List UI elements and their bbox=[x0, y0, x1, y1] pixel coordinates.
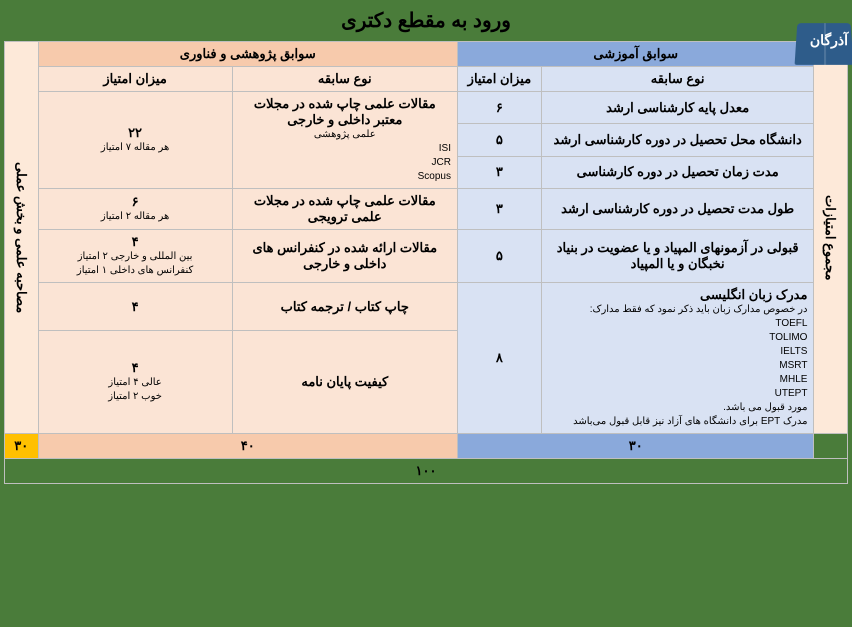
scoring-table: مجموع امتیازات سوابق آموزشی سوابق پژوهشی… bbox=[4, 41, 848, 484]
page-container: آذرگان ورود به مقطع دکتری مجموع امتیازات… bbox=[0, 0, 852, 627]
res-row1-sub2: ISI bbox=[239, 142, 451, 156]
res-row5-type: کیفیت پایان نامه bbox=[232, 331, 457, 434]
edu-col-score: میزان امتیاز bbox=[457, 67, 541, 92]
res-row3-score-sub2: کنفرانس های داخلی ۱ امتیاز bbox=[45, 264, 226, 278]
edu-col-type: نوع سابقه bbox=[541, 67, 814, 92]
edu-header: سوابق آموزشی bbox=[457, 42, 813, 67]
edu-lang-item: TOLIMO bbox=[548, 331, 808, 345]
res-row4-type: چاپ کتاب / ترجمه کتاب bbox=[232, 283, 457, 331]
edu-row-type: مدت زمان تحصیل در دوره کارشناسی bbox=[541, 156, 814, 188]
res-col-type: نوع سابقه bbox=[232, 67, 457, 92]
res-row1-sub1: علمی پژوهشی bbox=[239, 128, 451, 142]
res-row1-sub3: JCR bbox=[239, 156, 451, 170]
edu-lang-note3: مدرک EPT برای دانشگاه های آزاد نیز قابل … bbox=[548, 415, 808, 429]
res-row1-score-sub: هر مقاله ۷ امتیاز bbox=[45, 141, 226, 155]
res-row1-score-val: ۲۲ bbox=[45, 125, 226, 141]
logo: آذرگان bbox=[780, 22, 852, 80]
edu-row-score: ۵ bbox=[457, 230, 541, 283]
edu-row-score: ۶ bbox=[457, 92, 541, 124]
page-title: ورود به مقطع دکتری bbox=[4, 4, 848, 41]
res-row5-score-val: ۴ bbox=[45, 360, 226, 376]
edu-row-score: ۳ bbox=[457, 156, 541, 188]
logo-text: آذرگان bbox=[810, 32, 848, 49]
spacer-right bbox=[814, 434, 848, 459]
res-row1-score: ۲۲ هر مقاله ۷ امتیاز bbox=[38, 92, 232, 189]
side-label-total: مجموع امتیازات bbox=[814, 42, 848, 434]
edu-lang-item: TOEFL bbox=[548, 317, 808, 331]
edu-lang-item: MSRT bbox=[548, 359, 808, 373]
edu-lang-item: IELTS bbox=[548, 345, 808, 359]
res-row2-score: ۶ هر مقاله ۲ امتیاز bbox=[38, 189, 232, 230]
res-row3-score-sub1: بین المللی و خارجی ۲ امتیاز bbox=[45, 250, 226, 264]
res-total: ۴۰ bbox=[38, 434, 457, 459]
res-row3-score: ۴ بین المللی و خارجی ۲ امتیاز کنفرانس ها… bbox=[38, 230, 232, 283]
res-row5-score: ۴ عالی ۴ امتیاز خوب ۲ امتیاز bbox=[38, 331, 232, 434]
res-row1-sub4: Scopus bbox=[239, 170, 451, 184]
edu-lang-title: مدرک زبان انگلیسی bbox=[548, 287, 808, 303]
edu-row-type: قبولی در آزمونهای المپیاد و یا عضویت در … bbox=[541, 230, 814, 283]
res-row5-score-sub2: خوب ۲ امتیاز bbox=[45, 390, 226, 404]
edu-lang-note2: مورد قبول می باشد. bbox=[548, 401, 808, 415]
res-row1-type: مقالات علمی چاپ شده در مجلات معتبر داخلی… bbox=[232, 92, 457, 189]
edu-total: ۳۰ bbox=[457, 434, 813, 459]
res-row4-score: ۴ bbox=[38, 283, 232, 331]
interview-total: ۳۰ bbox=[5, 434, 39, 459]
edu-lang-item: UTEPT bbox=[548, 387, 808, 401]
res-row1-type-main: مقالات علمی چاپ شده در مجلات معتبر داخلی… bbox=[239, 96, 451, 128]
side-label-interview: مصاحبه علمی و بخش عملی bbox=[5, 42, 39, 434]
res-row3-score-val: ۴ bbox=[45, 234, 226, 250]
edu-row-type: دانشگاه محل تحصیل در دوره کارشناسی ارشد bbox=[541, 124, 814, 156]
edu-row-type: طول مدت تحصیل در دوره کارشناسی ارشد bbox=[541, 189, 814, 230]
edu-row-score: ۳ bbox=[457, 189, 541, 230]
edu-row-score: ۵ bbox=[457, 124, 541, 156]
res-row2-score-val: ۶ bbox=[45, 194, 226, 210]
res-row2-type: مقالات علمی چاپ شده در مجلات علمی ترویجی bbox=[232, 189, 457, 230]
res-col-score: میزان امتیاز bbox=[38, 67, 232, 92]
res-row5-score-sub1: عالی ۴ امتیاز bbox=[45, 376, 226, 390]
edu-row-type: معدل پایه کارشناسی ارشد bbox=[541, 92, 814, 124]
edu-lang-cell: مدرک زبان انگلیسی در خصوص مدارک زبان بای… bbox=[541, 283, 814, 434]
grand-total: ۱۰۰ bbox=[5, 459, 848, 484]
edu-lang-item: MHLE bbox=[548, 373, 808, 387]
res-header: سوابق پژوهشی و فناوری bbox=[38, 42, 457, 67]
edu-lang-note1: در خصوص مدارک زبان باید ذکر نمود که فقط … bbox=[548, 303, 808, 317]
edu-lang-score: ۸ bbox=[457, 283, 541, 434]
res-row2-score-sub: هر مقاله ۲ امتیاز bbox=[45, 210, 226, 224]
res-row3-type: مقالات ارائه شده در کنفرانس های داخلی و … bbox=[232, 230, 457, 283]
